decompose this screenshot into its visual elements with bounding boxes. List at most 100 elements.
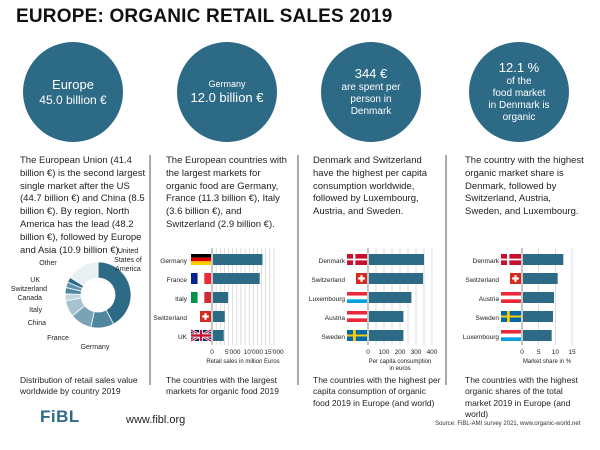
axis-title: Retail sales in million Euros — [206, 359, 279, 365]
column-divider — [297, 155, 299, 385]
donut-label: Canada — [17, 295, 42, 302]
bar — [369, 273, 424, 284]
flag-part — [191, 334, 211, 337]
category-label: Sweden — [322, 334, 346, 341]
bar — [523, 311, 553, 322]
axis-title: Market share in % — [523, 359, 572, 365]
flag-sweden-icon — [347, 330, 367, 341]
germany-total-circle: Germany 12.0 billion € — [177, 42, 277, 142]
flag-austria-icon — [347, 311, 367, 322]
denmark-share-circle: 12.1 % of the food market in Denmark is … — [469, 42, 569, 142]
tick-label: 5'000 — [225, 349, 241, 356]
description-world: The European Union (41.4 billion €) is t… — [20, 155, 146, 256]
tick-label: 15 — [568, 349, 576, 356]
tick-label: 5 — [537, 349, 541, 356]
flag-part — [191, 257, 211, 262]
bar — [369, 254, 425, 265]
bar — [213, 292, 229, 303]
tick-label: 400 — [427, 349, 438, 356]
caption-market-share: The countries with the highest organic s… — [465, 375, 578, 420]
website-link[interactable]: www.fibl.org — [126, 414, 186, 426]
circle-value: 12.0 billion € — [190, 89, 264, 105]
bar — [369, 292, 412, 303]
flag-part — [501, 295, 521, 300]
circle-text: in Denmark is — [488, 99, 550, 111]
flag-denmark-icon — [501, 254, 521, 265]
category-label: Switzerland — [153, 315, 187, 322]
flag-part — [358, 277, 365, 280]
flag-part — [347, 292, 367, 296]
category-label: Switzerland — [465, 277, 499, 284]
column-divider — [445, 155, 447, 385]
circle-value: 12.1 % — [498, 60, 540, 76]
circle-text: are spent per — [341, 81, 401, 93]
bar — [213, 254, 263, 265]
bar-chart-per-capita: Denmark Switzerland Luxembourg Austria Swede… — [309, 248, 438, 370]
donut-label: UK — [30, 277, 40, 284]
category-label: Sweden — [476, 315, 500, 322]
caption-largest-markets: The countries with the largest markets f… — [166, 375, 279, 397]
flag-part — [347, 311, 367, 315]
tick-label: 15'000 — [264, 349, 284, 356]
source-note: Source: FiBL-AMI survey 2021, www.organi… — [435, 421, 581, 427]
flag-part — [501, 315, 521, 318]
bar — [213, 330, 224, 341]
donut-slice — [97, 261, 132, 325]
category-label: Austria — [325, 315, 346, 322]
bar — [523, 254, 564, 265]
flag-part — [347, 295, 367, 300]
tick-label: 100 — [379, 349, 390, 356]
donut-label: America — [115, 266, 141, 273]
flag-austria-icon — [501, 292, 521, 303]
flag-luxembourg-icon — [501, 330, 521, 341]
bar-chart-largest-markets: Germany France Italy Switzerland UK 0 5'000 10'… — [153, 248, 284, 365]
description-per-capita: Denmark and Switzerland have the highest… — [313, 155, 428, 218]
flag-part — [202, 315, 209, 318]
fibl-logo: FiBL — [40, 407, 80, 426]
bar — [523, 330, 552, 341]
category-label: France — [167, 277, 188, 284]
circle-label: Germany — [208, 78, 246, 89]
donut-chart: United States of America Germany France China… — [11, 248, 142, 351]
flag-france-icon — [191, 273, 211, 284]
flag-part — [191, 292, 198, 303]
flag-switzerland-icon — [356, 273, 367, 284]
column-divider — [149, 155, 151, 385]
category-label: Germany — [160, 258, 187, 265]
category-label: Austria — [479, 296, 500, 303]
flag-germany-icon — [191, 254, 211, 265]
flag-part — [347, 258, 367, 261]
donut-label: Switzerland — [11, 286, 47, 293]
category-label: Denmark — [319, 258, 346, 265]
flag-part — [347, 334, 367, 337]
flag-part — [204, 292, 211, 303]
denmark-per-capita-circle: 344 € are spent per person in Denmark — [321, 42, 421, 142]
circle-value: 344 € — [354, 66, 388, 82]
donut-label: Italy — [29, 307, 42, 314]
flag-part — [501, 337, 521, 341]
flag-part — [191, 254, 211, 258]
tick-label: 10 — [552, 349, 560, 356]
description-market-share: The country with the highest organic mar… — [465, 155, 584, 218]
category-label: Denmark — [473, 258, 500, 265]
flag-part — [501, 258, 521, 261]
circle-text: organic — [502, 111, 536, 123]
bar — [213, 311, 225, 322]
bar — [523, 292, 554, 303]
flag-part — [347, 314, 367, 319]
europe-total-circle: Europe 45.0 billion € — [23, 42, 123, 142]
flag-part — [191, 261, 211, 265]
caption-donut: Distribution of retail sales value world… — [20, 375, 138, 397]
circle-text: Denmark — [350, 105, 392, 117]
flag-italy-icon — [191, 292, 211, 303]
flag-part — [501, 292, 521, 296]
description-largest-markets: The European countries with the largest … — [166, 155, 287, 231]
flag-part — [347, 299, 367, 303]
caption-per-capita: The countries with the highest per capit… — [313, 375, 441, 408]
flag-part — [501, 299, 521, 303]
flag-switzerland-icon — [510, 273, 521, 284]
flag-part — [197, 292, 205, 303]
category-label: Italy — [175, 296, 188, 303]
circle-label: Europe — [52, 77, 94, 92]
donut-label: United — [118, 248, 138, 255]
